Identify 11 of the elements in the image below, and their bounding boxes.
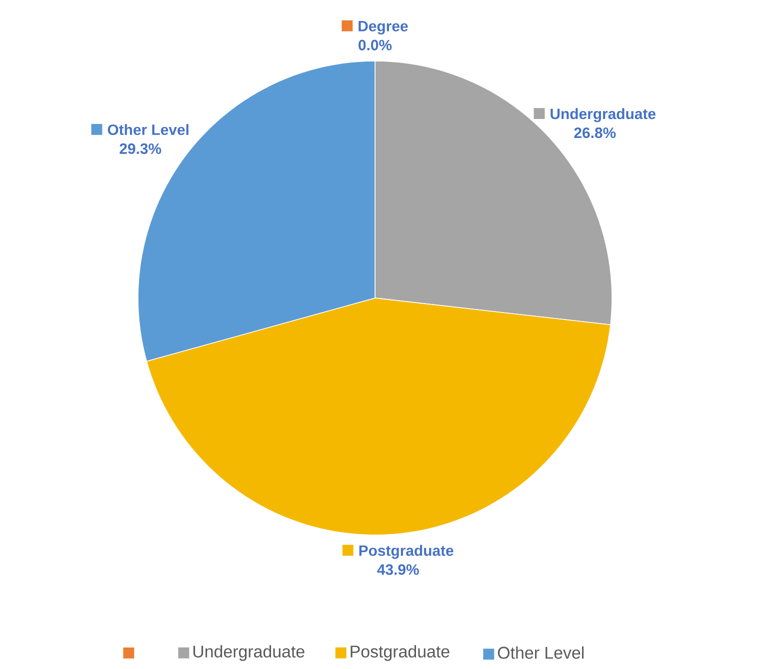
category-label: Other Level xyxy=(498,646,584,659)
text: 0.0% xyxy=(358,40,392,50)
text: Degree xyxy=(358,21,408,34)
legend-label: Postgraduate xyxy=(359,544,454,559)
data-label: 29.3% xyxy=(120,143,162,154)
legend-label: Other Level xyxy=(108,124,188,136)
data-label: 43.9% xyxy=(377,564,419,575)
category-label: Undergraduate xyxy=(193,645,304,661)
category-label: Postgraduate xyxy=(350,645,450,661)
data-label: 26.8% xyxy=(574,128,616,138)
legend-label: Undergraduate xyxy=(550,108,656,122)
